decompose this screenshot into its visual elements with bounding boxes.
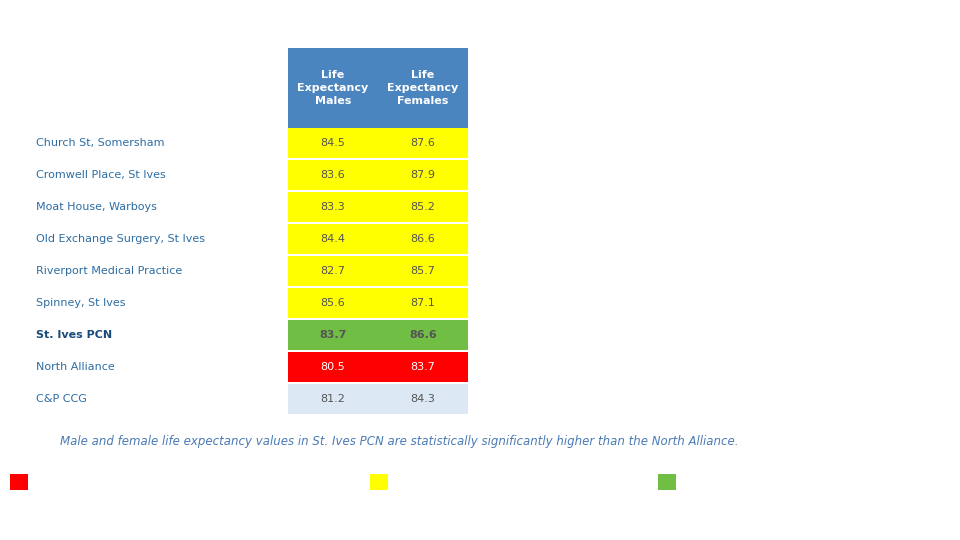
Text: 83.3: 83.3 [321, 202, 346, 212]
Text: 86.6: 86.6 [409, 330, 437, 340]
Text: 87.1: 87.1 [411, 298, 436, 308]
Bar [288, 288, 378, 318]
Text: Life expectancy: Life expectancy [12, 9, 171, 27]
Text: Practice Name: Practice Name [36, 83, 127, 93]
Text: Old Exchange Surgery, St Ives: Old Exchange Surgery, St Ives [36, 234, 205, 244]
Bar [288, 224, 378, 254]
Text: statistically significantly lower than next level in hierarchy: statistically significantly lower than n… [33, 477, 319, 487]
Text: C&P CCG: C&P CCG [36, 394, 86, 404]
Bar [288, 128, 378, 158]
Text: 84.5: 84.5 [321, 138, 346, 148]
Bar [378, 288, 468, 318]
Text: 80.5: 80.5 [321, 362, 346, 372]
Text: Life
Expectancy
Females: Life Expectancy Females [388, 70, 459, 106]
Text: Riverport Medical Practice: Riverport Medical Practice [36, 266, 182, 276]
Text: 82.7: 82.7 [321, 266, 346, 276]
Bar [378, 384, 468, 414]
Bar [288, 256, 378, 286]
Bar [378, 320, 468, 350]
Text: 87.6: 87.6 [411, 138, 436, 148]
Bar [288, 384, 378, 414]
Text: 85.2: 85.2 [411, 202, 436, 212]
Bar [378, 256, 468, 286]
Bar [10, 474, 28, 490]
Text: Life
Expectancy
Males: Life Expectancy Males [298, 70, 369, 106]
Text: 83.6: 83.6 [321, 170, 346, 180]
Text: Cromwell Place, St Ives: Cromwell Place, St Ives [36, 170, 166, 180]
Bar [288, 192, 378, 222]
Text: 85.7: 85.7 [411, 266, 436, 276]
Bar [378, 48, 468, 128]
Text: North Alliance: North Alliance [36, 362, 115, 372]
Text: statistically significantly higher than next level in hierarchy: statistically significantly higher than … [681, 477, 960, 487]
Text: 83.7: 83.7 [411, 362, 436, 372]
Text: 81.2: 81.2 [321, 394, 346, 404]
Text: 85.6: 85.6 [321, 298, 346, 308]
Bar [288, 352, 378, 382]
Bar [378, 224, 468, 254]
Text: 84.4: 84.4 [321, 234, 346, 244]
Text: 87.9: 87.9 [411, 170, 436, 180]
Text: 84.3: 84.3 [411, 394, 436, 404]
Bar [288, 160, 378, 190]
Text: Spinney, St Ives: Spinney, St Ives [36, 298, 126, 308]
Bar [288, 48, 378, 128]
Bar [288, 320, 378, 350]
Bar [658, 474, 676, 490]
Bar [378, 192, 468, 222]
Text: St. Ives PCN: St. Ives PCN [36, 330, 112, 340]
Text: Moat House, Warboys: Moat House, Warboys [36, 202, 156, 212]
Text: Male and female life expectancy values in St. Ives PCN are statistically signifi: Male and female life expectancy values i… [60, 435, 738, 448]
Text: Church St, Somersham: Church St, Somersham [36, 138, 164, 148]
Text: statistically similar to next level in hierarchy: statistically similar to next level in h… [394, 477, 611, 487]
Bar [378, 352, 468, 382]
Text: 83.7: 83.7 [320, 330, 347, 340]
Bar [371, 474, 389, 490]
Bar [378, 160, 468, 190]
Text: 86.6: 86.6 [411, 234, 436, 244]
Bar [378, 128, 468, 158]
Text: Source: C&P PHI based, derived from NHS Digital Civil Registration data and GP r: Source: C&P PHI based, derived from NHS … [10, 521, 547, 530]
